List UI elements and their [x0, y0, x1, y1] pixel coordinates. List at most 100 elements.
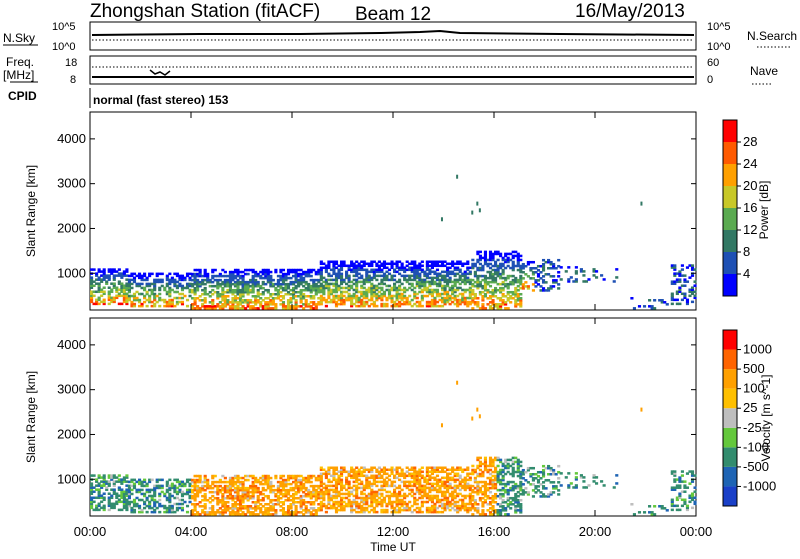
- velocity-cbar-tick-label: -100: [743, 439, 769, 454]
- velocity-echo: [238, 494, 243, 498]
- power-echo: [339, 276, 344, 280]
- velocity-echo: [168, 494, 172, 498]
- velocity-echo: [481, 490, 485, 494]
- velocity-echo: [690, 498, 695, 502]
- velocity-echo: [90, 486, 94, 489]
- velocity-echo: [471, 470, 475, 474]
- power-echo: [501, 270, 505, 274]
- velocity-echo: [246, 507, 250, 510]
- power-cbar-tick-label: 16: [743, 200, 757, 215]
- power-echo: [433, 280, 437, 284]
- velocity-echo: [425, 474, 429, 478]
- power-echo: [228, 270, 232, 274]
- power-echo: [514, 286, 518, 290]
- power-echo: [491, 274, 495, 278]
- velocity-echo: [514, 486, 518, 490]
- power-echo: [370, 302, 374, 306]
- velocity-echo: [145, 484, 149, 488]
- power-echo: [365, 270, 369, 274]
- velocity-echo: [501, 486, 505, 490]
- velocity-echo: [446, 488, 450, 492]
- velocity-echo: [425, 478, 429, 482]
- power-echo: [360, 264, 364, 268]
- velocity-echo: [380, 492, 384, 496]
- power-echo: [314, 284, 318, 288]
- velocity-echo: [231, 503, 235, 506]
- power-echo: [390, 266, 394, 270]
- velocity-echo: [519, 509, 523, 512]
- velocity-echo: [481, 470, 485, 474]
- power-echo: [443, 290, 447, 294]
- velocity-echo: [241, 490, 245, 494]
- power-echo: [483, 307, 488, 310]
- velocity-echo: [289, 513, 293, 516]
- power-echo: [435, 276, 440, 280]
- velocity-echo: [471, 498, 475, 502]
- velocity-echo: [405, 506, 409, 510]
- power-echo: [491, 299, 495, 302]
- velocity-echo: [352, 484, 356, 488]
- velocity-echo: [145, 490, 149, 494]
- power-echo: [286, 301, 291, 304]
- velocity-echo: [191, 488, 195, 492]
- power-echo: [168, 290, 172, 294]
- power-echo: [322, 298, 326, 302]
- power-echo: [494, 262, 498, 266]
- power-echo: [501, 258, 505, 262]
- velocity-echo: [380, 494, 384, 498]
- power-echo: [127, 274, 131, 278]
- power-echo: [531, 271, 535, 274]
- velocity-echo: [428, 490, 432, 494]
- power-echo: [342, 290, 346, 294]
- power-echo: [319, 268, 323, 272]
- power-echo: [279, 270, 283, 274]
- velocity-echo: [92, 486, 96, 489]
- power-echo: [286, 284, 291, 288]
- power-echo: [206, 276, 210, 280]
- power-echo: [292, 294, 296, 298]
- power-echo: [324, 278, 328, 282]
- velocity-echo: [201, 486, 205, 490]
- power-echo: [486, 282, 490, 286]
- velocity-echo: [170, 504, 174, 508]
- power-echo: [196, 274, 200, 278]
- power-echo: [420, 298, 424, 302]
- velocity-echo: [312, 492, 316, 496]
- power-echo: [97, 276, 101, 279]
- velocity-echo: [494, 468, 498, 472]
- power-echo: [347, 266, 351, 270]
- power-echo: [223, 284, 227, 288]
- power-echo: [322, 262, 326, 266]
- velocity-echo: [281, 480, 286, 484]
- power-echo: [244, 282, 248, 286]
- velocity-echo: [97, 482, 101, 485]
- velocity-echo: [521, 489, 525, 492]
- velocity-echo: [102, 506, 106, 510]
- power-echo: [218, 282, 222, 286]
- power-echo: [125, 292, 129, 296]
- velocity-echo: [223, 509, 227, 512]
- power-echo: [582, 270, 586, 273]
- power-echo: [238, 299, 243, 302]
- power-echo: [448, 262, 452, 266]
- power-echo: [324, 300, 328, 304]
- velocity-echo: [430, 476, 434, 480]
- velocity-echo: [390, 470, 394, 474]
- velocity-echo: [499, 488, 503, 492]
- power-echo: [117, 288, 121, 292]
- power-echo: [357, 300, 361, 304]
- velocity-echo: [271, 503, 275, 506]
- power-echo: [536, 264, 541, 268]
- velocity-echo: [130, 492, 134, 496]
- velocity-echo: [438, 478, 442, 482]
- velocity-echo: [274, 476, 278, 480]
- power-echo: [339, 300, 344, 304]
- power-echo: [254, 280, 258, 284]
- power-echo: [271, 299, 275, 302]
- velocity-echo: [440, 466, 445, 470]
- velocity-echo: [393, 480, 397, 484]
- velocity-echo: [488, 472, 493, 476]
- velocity-echo: [642, 511, 647, 514]
- power-echo: [549, 260, 553, 264]
- power-echo: [494, 272, 498, 276]
